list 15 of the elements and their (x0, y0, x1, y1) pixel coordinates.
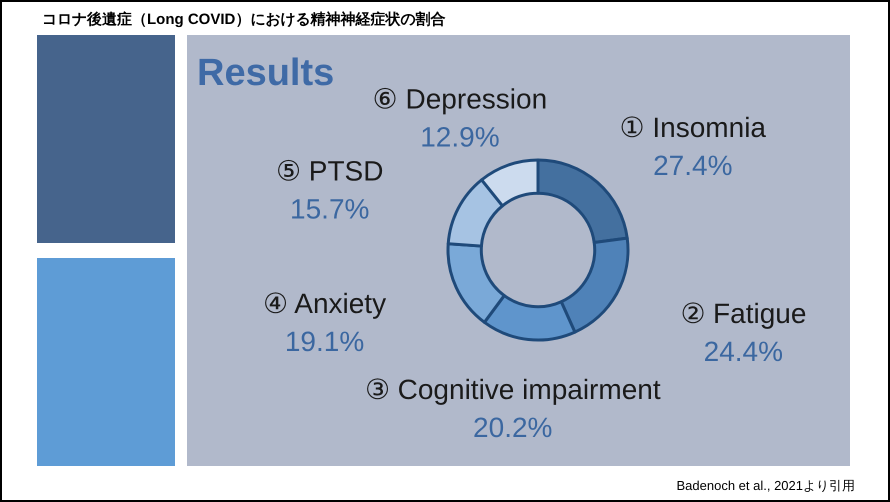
data-label: 27.4% (653, 150, 733, 182)
slice-label: ⑥ Depression (372, 84, 548, 115)
slice-label: ⑤ PTSD (276, 156, 384, 187)
text: Badenoch et al., 2021より引用 (676, 478, 855, 493)
slice-label: ② Fatigue (680, 298, 806, 329)
data-label: 20.2% (473, 412, 552, 444)
slice-label: ① Insomnia (620, 112, 766, 144)
data-label: 12.9% (420, 122, 500, 153)
slice-label: ③ Cognitive impairment (364, 374, 661, 406)
chart-title: コロナ後遺症（Long COVID）における精神神経症状の割合 (42, 11, 446, 28)
data-label: 24.4% (704, 336, 784, 367)
slice-label: ④ Anxiety (263, 288, 386, 319)
data-label: 15.7% (290, 194, 370, 225)
data-label: 19.1% (284, 326, 364, 357)
chart-subtitle: Results (197, 52, 334, 94)
